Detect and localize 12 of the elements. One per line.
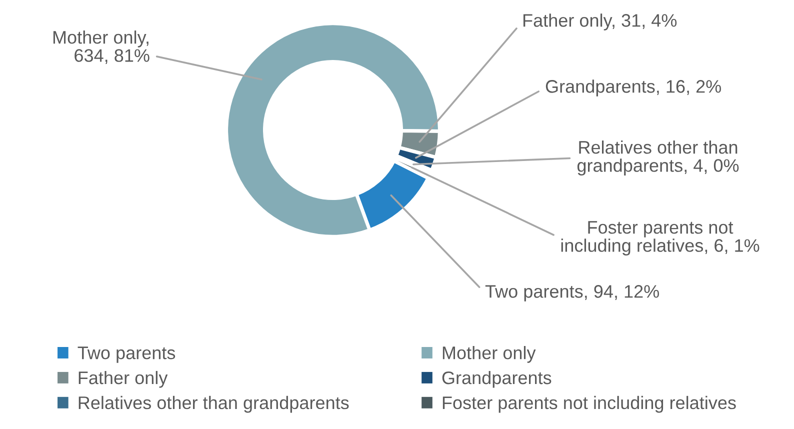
data-label: Two parents, 94, 12% [485, 285, 659, 302]
data-label: Foster parents not including relatives, 6, 1% [561, 221, 760, 256]
legend-label: Relatives other than grandparents [78, 396, 349, 413]
legend-label: Grandparents [442, 370, 552, 388]
legend-label: Mother only [442, 346, 536, 363]
legend-label: Foster parents not including relatives [442, 396, 736, 413]
data-label: Grandparents, 16, 2% [546, 80, 722, 96]
data-label: Mother only, 634, 81% [53, 30, 150, 64]
legend-label: Father only [78, 370, 168, 388]
data-label: Father only, 31, 4% [523, 14, 677, 30]
legend-label: Two parents [78, 346, 176, 363]
data-label: Relatives other than grandparents, 4, 0% [577, 140, 739, 176]
